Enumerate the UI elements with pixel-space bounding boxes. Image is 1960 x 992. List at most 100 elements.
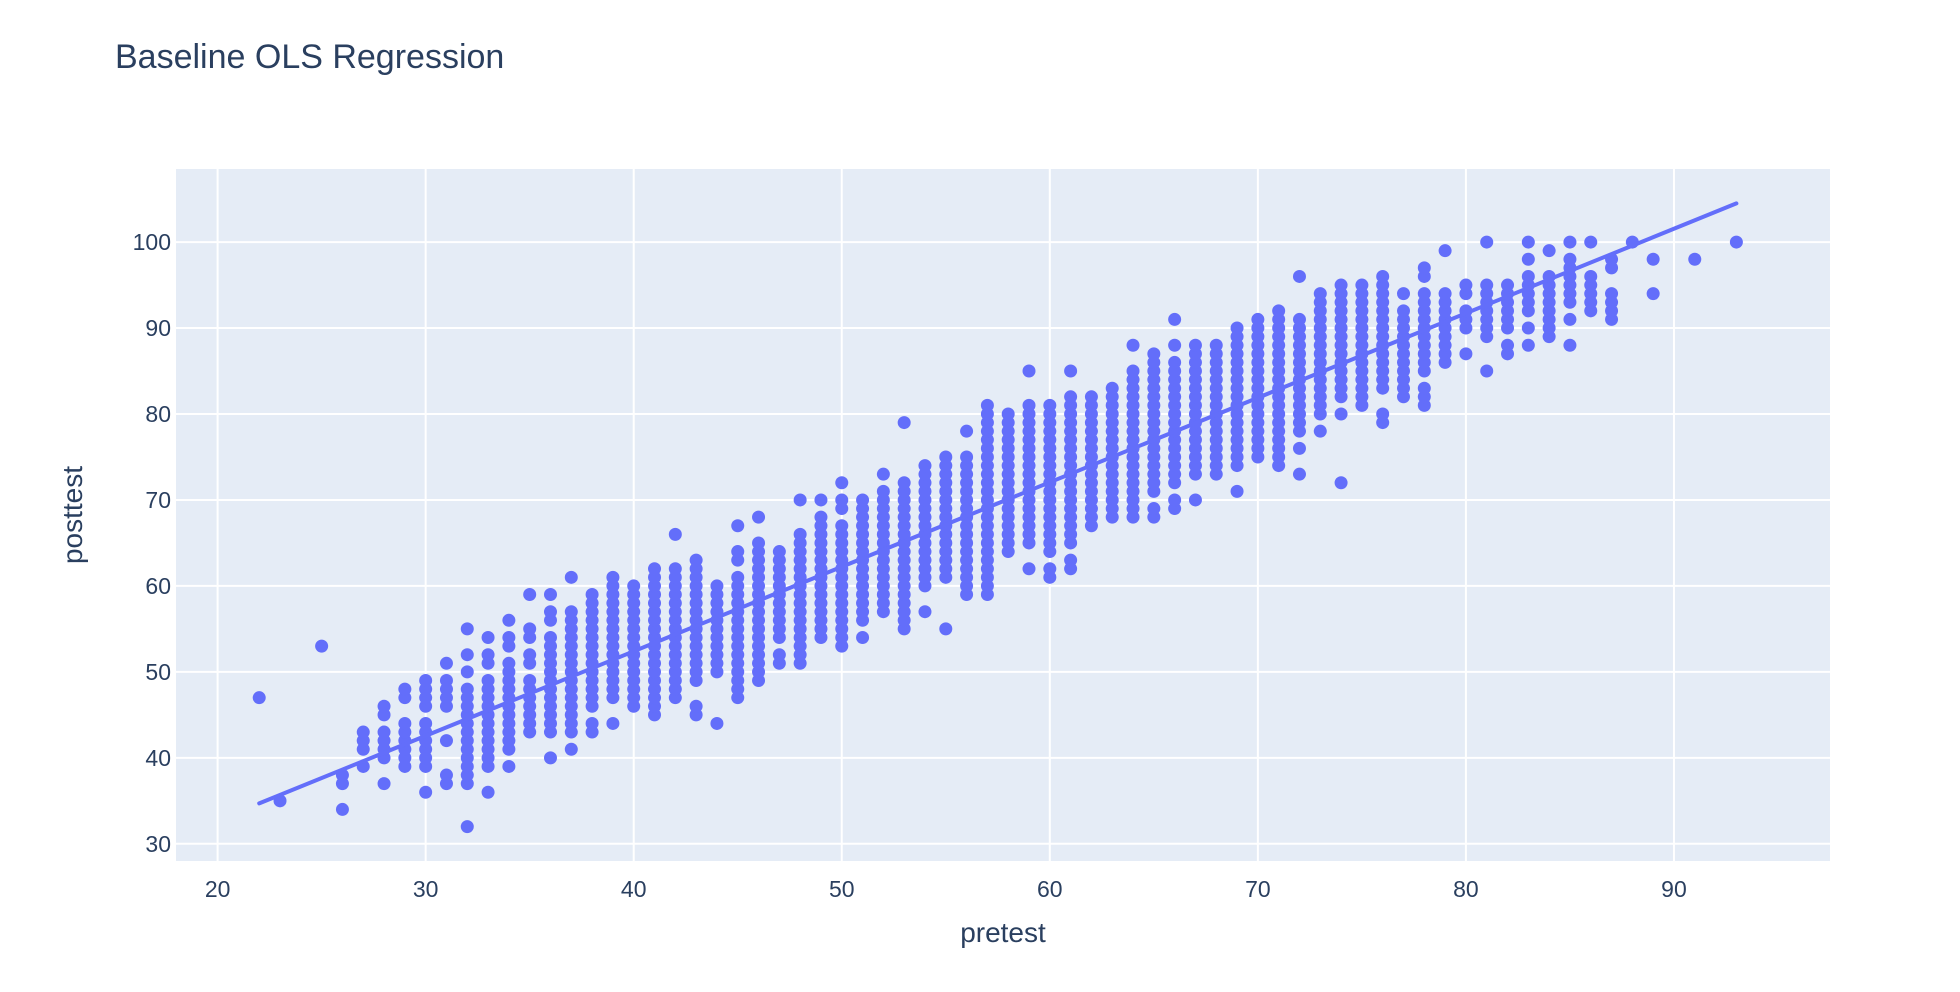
data-point (897, 476, 911, 490)
data-point (1521, 321, 1535, 335)
data-point (439, 768, 453, 782)
data-point (1396, 287, 1410, 301)
data-point (876, 484, 890, 498)
x-tick-label: 80 (1453, 876, 1479, 902)
data-point (1043, 562, 1057, 576)
data-point (1168, 338, 1182, 352)
data-point (1438, 287, 1452, 301)
data-point (980, 398, 994, 412)
data-point (731, 545, 745, 559)
data-point (335, 802, 349, 816)
data-point (960, 450, 974, 464)
data-point (523, 673, 537, 687)
data-point (481, 648, 495, 662)
data-point (1376, 269, 1390, 283)
data-point (460, 820, 474, 834)
data-point (460, 682, 474, 696)
data-point (814, 510, 828, 524)
data-point (1126, 364, 1140, 378)
data-point (731, 519, 745, 533)
data-point (252, 691, 266, 705)
data-point (543, 751, 557, 765)
y-tick-label: 100 (133, 229, 171, 255)
data-point (502, 759, 516, 773)
data-point (1438, 244, 1452, 258)
data-point (1729, 235, 1743, 249)
data-point (523, 648, 537, 662)
data-point (1417, 261, 1431, 275)
data-point (523, 622, 537, 636)
data-point (1188, 338, 1202, 352)
data-point (1168, 493, 1182, 507)
data-point (606, 716, 620, 730)
data-point (1501, 278, 1515, 292)
data-point (814, 493, 828, 507)
data-point (1334, 278, 1348, 292)
data-point (668, 527, 682, 541)
data-point (502, 630, 516, 644)
data-point (1292, 269, 1306, 283)
data-point (377, 725, 391, 739)
data-point (1105, 381, 1119, 395)
data-point (356, 725, 370, 739)
data-point (1459, 278, 1473, 292)
data-point (1168, 355, 1182, 369)
data-point (377, 777, 391, 791)
data-point (1064, 364, 1078, 378)
data-point (1272, 304, 1286, 318)
data-point (918, 459, 932, 473)
data-point (1521, 252, 1535, 266)
y-tick-label: 70 (145, 487, 171, 513)
data-point (1251, 312, 1265, 326)
data-point (648, 562, 662, 576)
data-point (1563, 312, 1577, 326)
data-point (564, 605, 578, 619)
data-point (585, 588, 599, 602)
data-point (835, 476, 849, 490)
y-tick-label: 60 (145, 573, 171, 599)
data-point (856, 630, 870, 644)
data-point (439, 673, 453, 687)
data-point (731, 570, 745, 584)
data-point (1313, 287, 1327, 301)
data-point (419, 716, 433, 730)
data-point (1313, 424, 1327, 438)
data-point (856, 493, 870, 507)
data-point (1043, 398, 1057, 412)
data-point (1022, 562, 1036, 576)
data-point (835, 519, 849, 533)
data-point (1147, 502, 1161, 516)
data-point (1064, 553, 1078, 567)
data-point (1480, 364, 1494, 378)
data-point (1292, 441, 1306, 455)
data-point (772, 545, 786, 559)
data-point (1646, 252, 1660, 266)
data-point (419, 785, 433, 799)
x-tick-label: 60 (1037, 876, 1063, 902)
y-tick-label: 80 (145, 401, 171, 427)
data-point (793, 493, 807, 507)
data-point (460, 665, 474, 679)
data-point (1605, 287, 1619, 301)
data-point (1563, 252, 1577, 266)
y-tick-label: 30 (145, 831, 171, 857)
x-axis-ticks: 20 30 40 50 60 70 80 90 (205, 876, 1687, 902)
x-tick-label: 20 (205, 876, 231, 902)
chart-title: Baseline OLS Regression (115, 38, 504, 76)
y-axis-ticks: 30 40 50 60 70 80 90 100 (133, 229, 171, 857)
data-point (1501, 338, 1515, 352)
data-point (939, 450, 953, 464)
y-tick-label: 40 (145, 745, 171, 771)
data-point (1542, 244, 1556, 258)
data-point (1022, 364, 1036, 378)
data-point (627, 579, 641, 593)
regression-line (257, 201, 1739, 806)
data-point (1168, 312, 1182, 326)
data-point (1126, 338, 1140, 352)
data-point (752, 536, 766, 550)
data-point (1355, 278, 1369, 292)
data-point (960, 424, 974, 438)
data-point (1292, 467, 1306, 481)
data-point (1022, 398, 1036, 412)
